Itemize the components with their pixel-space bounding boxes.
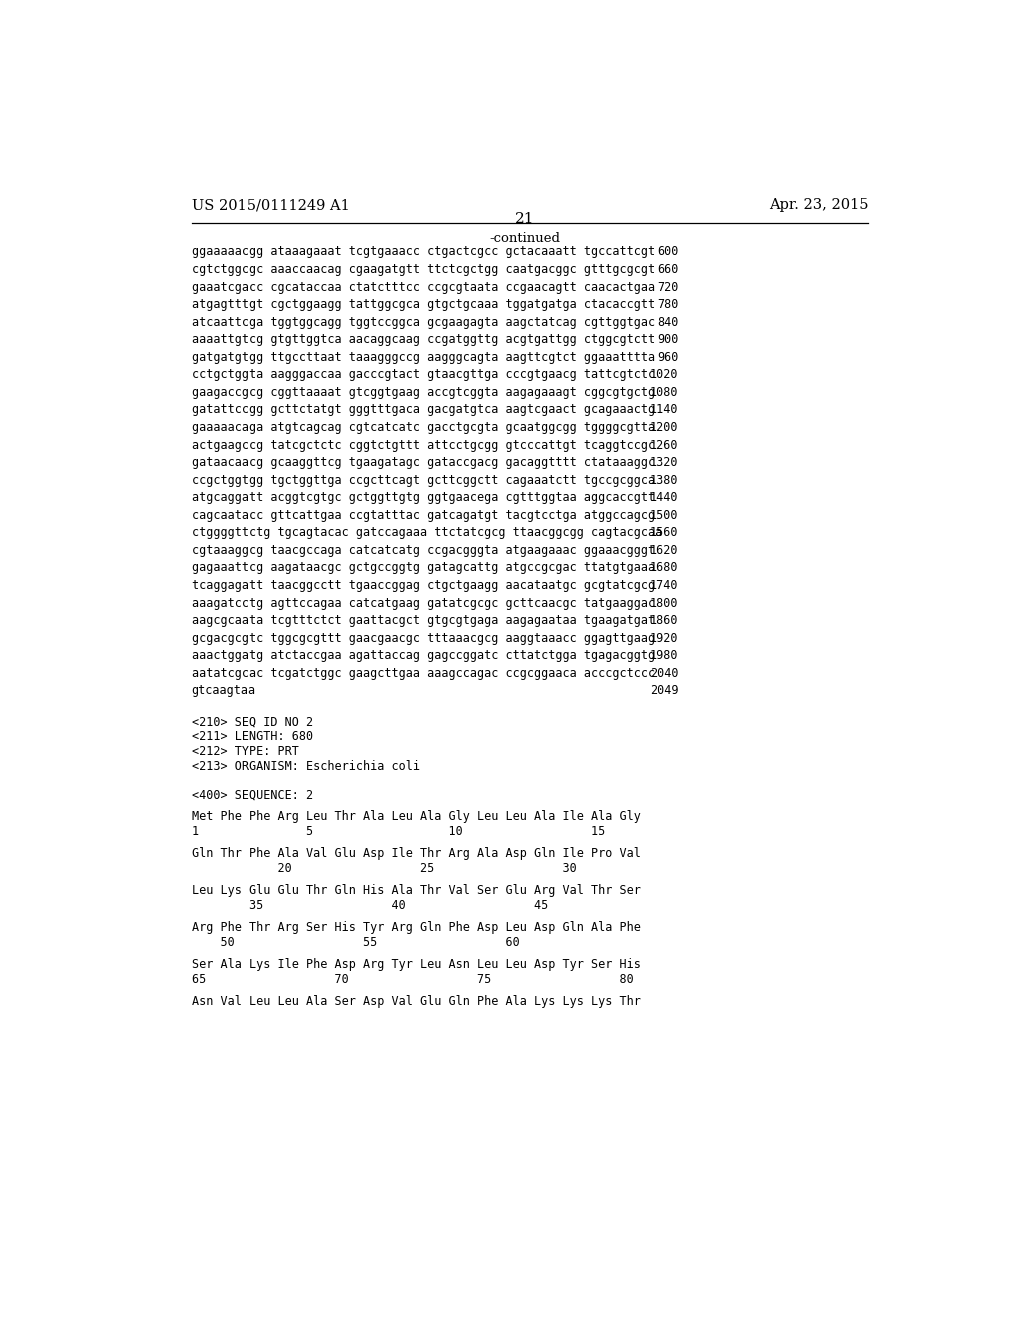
Text: gcgacgcgtc tggcgcgttt gaacgaacgc tttaaacgcg aaggtaaacc ggagttgaag: gcgacgcgtc tggcgcgttt gaacgaacgc tttaaac…	[191, 632, 654, 644]
Text: 1320: 1320	[650, 457, 678, 469]
Text: 1800: 1800	[650, 597, 678, 610]
Text: 1860: 1860	[650, 614, 678, 627]
Text: gatattccgg gcttctatgt gggtttgaca gacgatgtca aagtcgaact gcagaaactg: gatattccgg gcttctatgt gggtttgaca gacgatg…	[191, 404, 654, 416]
Text: aagcgcaata tcgtttctct gaattacgct gtgcgtgaga aagagaataa tgaagatgat: aagcgcaata tcgtttctct gaattacgct gtgcgtg…	[191, 614, 654, 627]
Text: atcaattcga tggtggcagg tggtccggca gcgaagagta aagctatcag cgttggtgac: atcaattcga tggtggcagg tggtccggca gcgaaga…	[191, 315, 654, 329]
Text: ggaaaaacgg ataaagaaat tcgtgaaacc ctgactcgcc gctacaaatt tgccattcgt: ggaaaaacgg ataaagaaat tcgtgaaacc ctgactc…	[191, 246, 654, 259]
Text: cagcaatacc gttcattgaa ccgtatttac gatcagatgt tacgtcctga atggccagcg: cagcaatacc gttcattgaa ccgtatttac gatcaga…	[191, 508, 654, 521]
Text: <212> TYPE: PRT: <212> TYPE: PRT	[191, 744, 298, 758]
Text: tcaggagatt taacggcctt tgaaccggag ctgctgaagg aacataatgc gcgtatcgcg: tcaggagatt taacggcctt tgaaccggag ctgctga…	[191, 579, 654, 591]
Text: Arg Phe Thr Arg Ser His Tyr Arg Gln Phe Asp Leu Asp Gln Ala Phe: Arg Phe Thr Arg Ser His Tyr Arg Gln Phe …	[191, 921, 640, 935]
Text: gaagaccgcg cggttaaaat gtcggtgaag accgtcggta aagagaaagt cggcgtgctg: gaagaccgcg cggttaaaat gtcggtgaag accgtcg…	[191, 385, 654, 399]
Text: 1740: 1740	[650, 579, 678, 591]
Text: 1380: 1380	[650, 474, 678, 487]
Text: 660: 660	[656, 263, 678, 276]
Text: Gln Thr Phe Ala Val Glu Asp Ile Thr Arg Ala Asp Gln Ile Pro Val: Gln Thr Phe Ala Val Glu Asp Ile Thr Arg …	[191, 847, 640, 861]
Text: 840: 840	[656, 315, 678, 329]
Text: gtcaagtaa: gtcaagtaa	[191, 684, 256, 697]
Text: cgtaaaggcg taacgccaga catcatcatg ccgacgggta atgaagaaac ggaaacgggt: cgtaaaggcg taacgccaga catcatcatg ccgacgg…	[191, 544, 654, 557]
Text: ctggggttctg tgcagtacac gatccagaaa ttctatcgcg ttaacggcgg cagtacgcaa: ctggggttctg tgcagtacac gatccagaaa ttctat…	[191, 527, 662, 540]
Text: <213> ORGANISM: Escherichia coli: <213> ORGANISM: Escherichia coli	[191, 759, 420, 772]
Text: Ser Ala Lys Ile Phe Asp Arg Tyr Leu Asn Leu Leu Asp Tyr Ser His: Ser Ala Lys Ile Phe Asp Arg Tyr Leu Asn …	[191, 958, 640, 972]
Text: 1620: 1620	[650, 544, 678, 557]
Text: <400> SEQUENCE: 2: <400> SEQUENCE: 2	[191, 789, 312, 801]
Text: 1680: 1680	[650, 561, 678, 574]
Text: 65                  70                  75                  80: 65 70 75 80	[191, 973, 633, 986]
Text: US 2015/0111249 A1: US 2015/0111249 A1	[191, 198, 349, 213]
Text: 1020: 1020	[650, 368, 678, 381]
Text: 1500: 1500	[650, 508, 678, 521]
Text: 21: 21	[515, 213, 535, 226]
Text: gatgatgtgg ttgccttaat taaagggccg aagggcagta aagttcgtct ggaaatttta: gatgatgtgg ttgccttaat taaagggccg aagggca…	[191, 351, 654, 364]
Text: Leu Lys Glu Glu Thr Gln His Ala Thr Val Ser Glu Arg Val Thr Ser: Leu Lys Glu Glu Thr Gln His Ala Thr Val …	[191, 884, 640, 898]
Text: atgcaggatt acggtcgtgc gctggttgtg ggtgaacega cgtttggtaa aggcaccgtt: atgcaggatt acggtcgtgc gctggttgtg ggtgaac…	[191, 491, 654, 504]
Text: 1               5                   10                  15: 1 5 10 15	[191, 825, 605, 838]
Text: 1260: 1260	[650, 438, 678, 451]
Text: gataacaacg gcaaggttcg tgaagatagc gataccgacg gacaggtttt ctataaaggc: gataacaacg gcaaggttcg tgaagatagc gataccg…	[191, 457, 654, 469]
Text: 1440: 1440	[650, 491, 678, 504]
Text: cctgctggta aagggaccaa gacccgtact gtaacgttga cccgtgaacg tattcgtctc: cctgctggta aagggaccaa gacccgtact gtaacgt…	[191, 368, 654, 381]
Text: 35                  40                  45: 35 40 45	[191, 899, 548, 912]
Text: gaaatcgacc cgcataccaa ctatctttcc ccgcgtaata ccgaacagtt caacactgaa: gaaatcgacc cgcataccaa ctatctttcc ccgcgta…	[191, 281, 654, 293]
Text: gagaaattcg aagataacgc gctgccggtg gatagcattg atgccgcgac ttatgtgaaa: gagaaattcg aagataacgc gctgccggtg gatagca…	[191, 561, 654, 574]
Text: Met Phe Phe Arg Leu Thr Ala Leu Ala Gly Leu Leu Ala Ile Ala Gly: Met Phe Phe Arg Leu Thr Ala Leu Ala Gly …	[191, 810, 640, 824]
Text: cgtctggcgc aaaccaacag cgaagatgtt ttctcgctgg caatgacggc gtttgcgcgt: cgtctggcgc aaaccaacag cgaagatgtt ttctcgc…	[191, 263, 654, 276]
Text: 20                  25                  30: 20 25 30	[191, 862, 577, 875]
Text: 780: 780	[656, 298, 678, 312]
Text: aaagatcctg agttccagaa catcatgaag gatatcgcgc gcttcaacgc tatgaaggac: aaagatcctg agttccagaa catcatgaag gatatcg…	[191, 597, 654, 610]
Text: Apr. 23, 2015: Apr. 23, 2015	[769, 198, 868, 213]
Text: 600: 600	[656, 246, 678, 259]
Text: gaaaaacaga atgtcagcag cgtcatcatc gacctgcgta gcaatggcgg tggggcgtta: gaaaaacaga atgtcagcag cgtcatcatc gacctgc…	[191, 421, 654, 434]
Text: ccgctggtgg tgctggttga ccgcttcagt gcttcggctt cagaaatctt tgccgcggca: ccgctggtgg tgctggttga ccgcttcagt gcttcgg…	[191, 474, 654, 487]
Text: aaaattgtcg gtgttggtca aacaggcaag ccgatggttg acgtgattgg ctggcgtctt: aaaattgtcg gtgttggtca aacaggcaag ccgatgg…	[191, 333, 654, 346]
Text: <210> SEQ ID NO 2: <210> SEQ ID NO 2	[191, 715, 312, 729]
Text: 960: 960	[656, 351, 678, 364]
Text: 1980: 1980	[650, 649, 678, 663]
Text: aatatcgcac tcgatctggc gaagcttgaa aaagccagac ccgcggaaca acccgctccc: aatatcgcac tcgatctggc gaagcttgaa aaagcca…	[191, 667, 654, 680]
Text: <211> LENGTH: 680: <211> LENGTH: 680	[191, 730, 312, 743]
Text: -continued: -continued	[489, 232, 560, 246]
Text: Asn Val Leu Leu Ala Ser Asp Val Glu Gln Phe Ala Lys Lys Lys Thr: Asn Val Leu Leu Ala Ser Asp Val Glu Gln …	[191, 995, 640, 1008]
Text: 1200: 1200	[650, 421, 678, 434]
Text: aaactggatg atctaccgaa agattaccag gagccggatc cttatctgga tgagacggtg: aaactggatg atctaccgaa agattaccag gagccgg…	[191, 649, 654, 663]
Text: 1140: 1140	[650, 404, 678, 416]
Text: atgagtttgt cgctggaagg tattggcgca gtgctgcaaa tggatgatga ctacaccgtt: atgagtttgt cgctggaagg tattggcgca gtgctgc…	[191, 298, 654, 312]
Text: 1080: 1080	[650, 385, 678, 399]
Text: actgaagccg tatcgctctc cggtctgttt attcctgcgg gtcccattgt tcaggtccgc: actgaagccg tatcgctctc cggtctgttt attcctg…	[191, 438, 654, 451]
Text: 720: 720	[656, 281, 678, 293]
Text: 50                  55                  60: 50 55 60	[191, 936, 519, 949]
Text: 2040: 2040	[650, 667, 678, 680]
Text: 1560: 1560	[650, 527, 678, 540]
Text: 900: 900	[656, 333, 678, 346]
Text: 2049: 2049	[650, 684, 678, 697]
Text: 1920: 1920	[650, 632, 678, 644]
